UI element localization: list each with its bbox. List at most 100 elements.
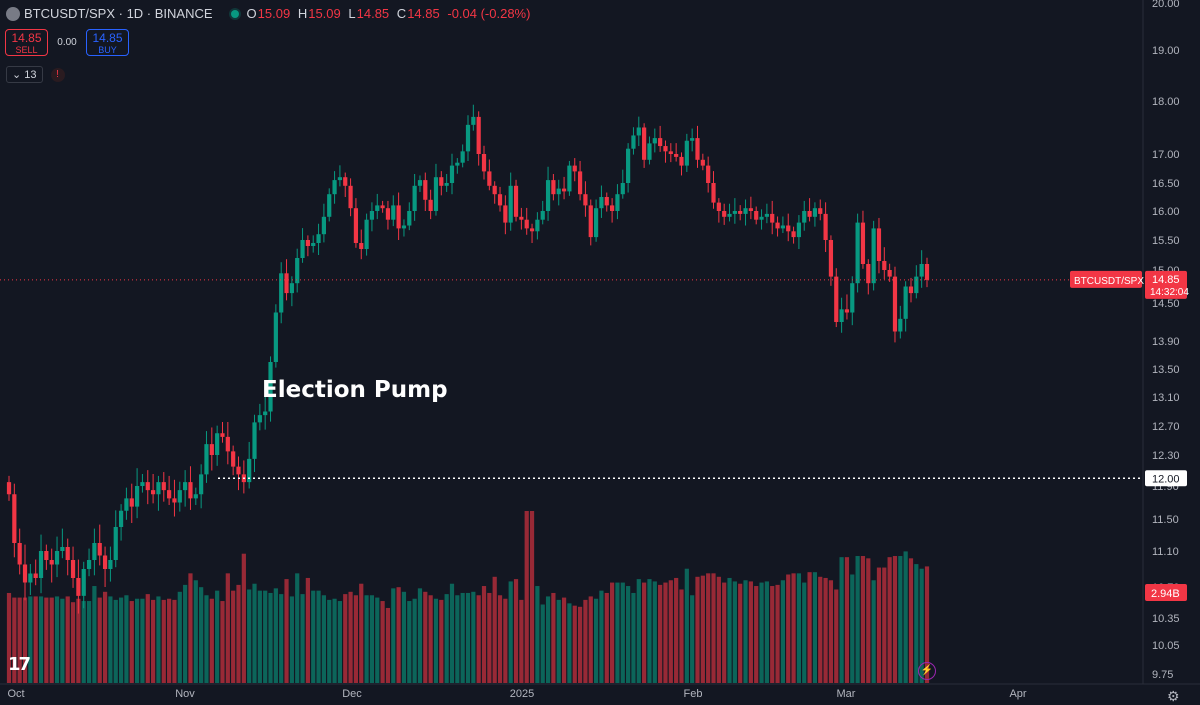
volume-bar [220,601,225,683]
volume-bar [599,590,604,683]
price-axis[interactable]: 20.0019.0018.0017.0016.5016.0015.5015.00… [1152,0,1180,681]
candle [754,211,759,220]
volume-bar [343,594,348,683]
candle [481,154,487,172]
candle [300,240,305,258]
volume-bar [593,598,599,683]
candle [295,258,300,284]
volume-bar [839,557,844,683]
volume-bar [695,576,700,683]
settings-gear-icon[interactable]: ⚙ [1167,688,1180,704]
candle [828,240,834,277]
spread-value: 0.00 [57,37,77,48]
candle [86,560,92,569]
candle [658,138,663,147]
symbol-badge-bg [1070,270,1142,288]
tradingview-logo[interactable]: 17 [8,654,31,675]
candle [706,165,711,183]
volume-bar [247,589,252,683]
candle [455,162,460,166]
time-axis[interactable]: Oct Nov Dec 2025 Feb Mar Apr [7,688,1026,700]
volume-bar [49,597,54,683]
volume-bar [38,596,44,683]
candle [529,228,535,232]
indicators-toggle[interactable]: ⌄ 13 ! [6,66,65,83]
volume-bar [76,598,81,683]
volume-bar [6,592,12,683]
lightning-icon[interactable]: ⚡ [918,662,936,680]
volume-bar [604,592,609,683]
volume-bar [289,596,294,683]
candle [60,547,65,551]
candle [738,211,743,214]
symbol-title[interactable]: BTCUSDT/SPX · 1D · BINANCE [24,6,213,21]
volume-bar [44,597,49,683]
candle [903,286,908,319]
volume-bar [369,595,375,683]
volume-bar [12,597,17,683]
candle [145,482,150,491]
candle [668,151,673,154]
volume-bar [626,586,631,683]
volume-bar [850,574,855,683]
volume-bar [70,602,76,683]
candle [113,527,118,560]
y-tick-label: 18.00 [1152,96,1180,108]
volume-bar [193,580,198,683]
candle [791,231,796,238]
volume-bar [834,589,839,683]
market-status-dot[interactable] [230,9,239,18]
candle [311,243,316,246]
candle [513,185,519,217]
volume-bar [871,580,876,683]
candle [748,208,753,211]
volume-bar [134,598,140,683]
candle [572,165,577,172]
volume-bar [658,584,663,683]
candle [914,276,919,294]
candle [327,194,332,217]
volume-bar [28,596,33,683]
volume-bar [791,573,796,683]
volume-bar [561,597,567,683]
candle [626,148,631,183]
candle [802,211,807,223]
volume-bar [690,595,695,683]
candle [722,211,727,217]
annotation-text[interactable]: Election Pump [262,377,448,403]
y-tick-label: 11.10 [1152,546,1179,558]
volume-bar [17,597,22,683]
sell-button[interactable]: 14.85 SELL [5,29,48,56]
buy-button[interactable]: 14.85 BUY [86,29,129,56]
candle [81,569,86,596]
volume-bar [647,579,652,683]
volume-bar [33,596,38,683]
volume-bar [898,556,903,683]
candle [487,171,492,186]
candle [417,180,423,186]
candle [305,240,310,246]
candle [268,362,273,412]
volume-bar [241,553,246,683]
candle [695,138,700,160]
candle [28,573,33,583]
indicator-count[interactable]: ⌄ 13 [6,66,43,83]
warning-icon[interactable]: ! [50,67,65,82]
candle [129,498,134,507]
volume-bar [316,590,321,683]
candle [716,202,721,211]
candle [252,422,257,459]
candle [604,197,609,206]
candle [177,490,182,503]
volume-bar [924,566,930,683]
candle [898,318,903,332]
candle [818,208,823,214]
candle [439,177,444,186]
volume-bar [60,598,65,683]
symbol-icon[interactable] [6,6,20,21]
candle [583,194,588,206]
y-tick-label: 11.50 [1152,514,1179,526]
volume-bar [183,584,188,683]
volume-badge: 2.94B [1151,588,1180,600]
